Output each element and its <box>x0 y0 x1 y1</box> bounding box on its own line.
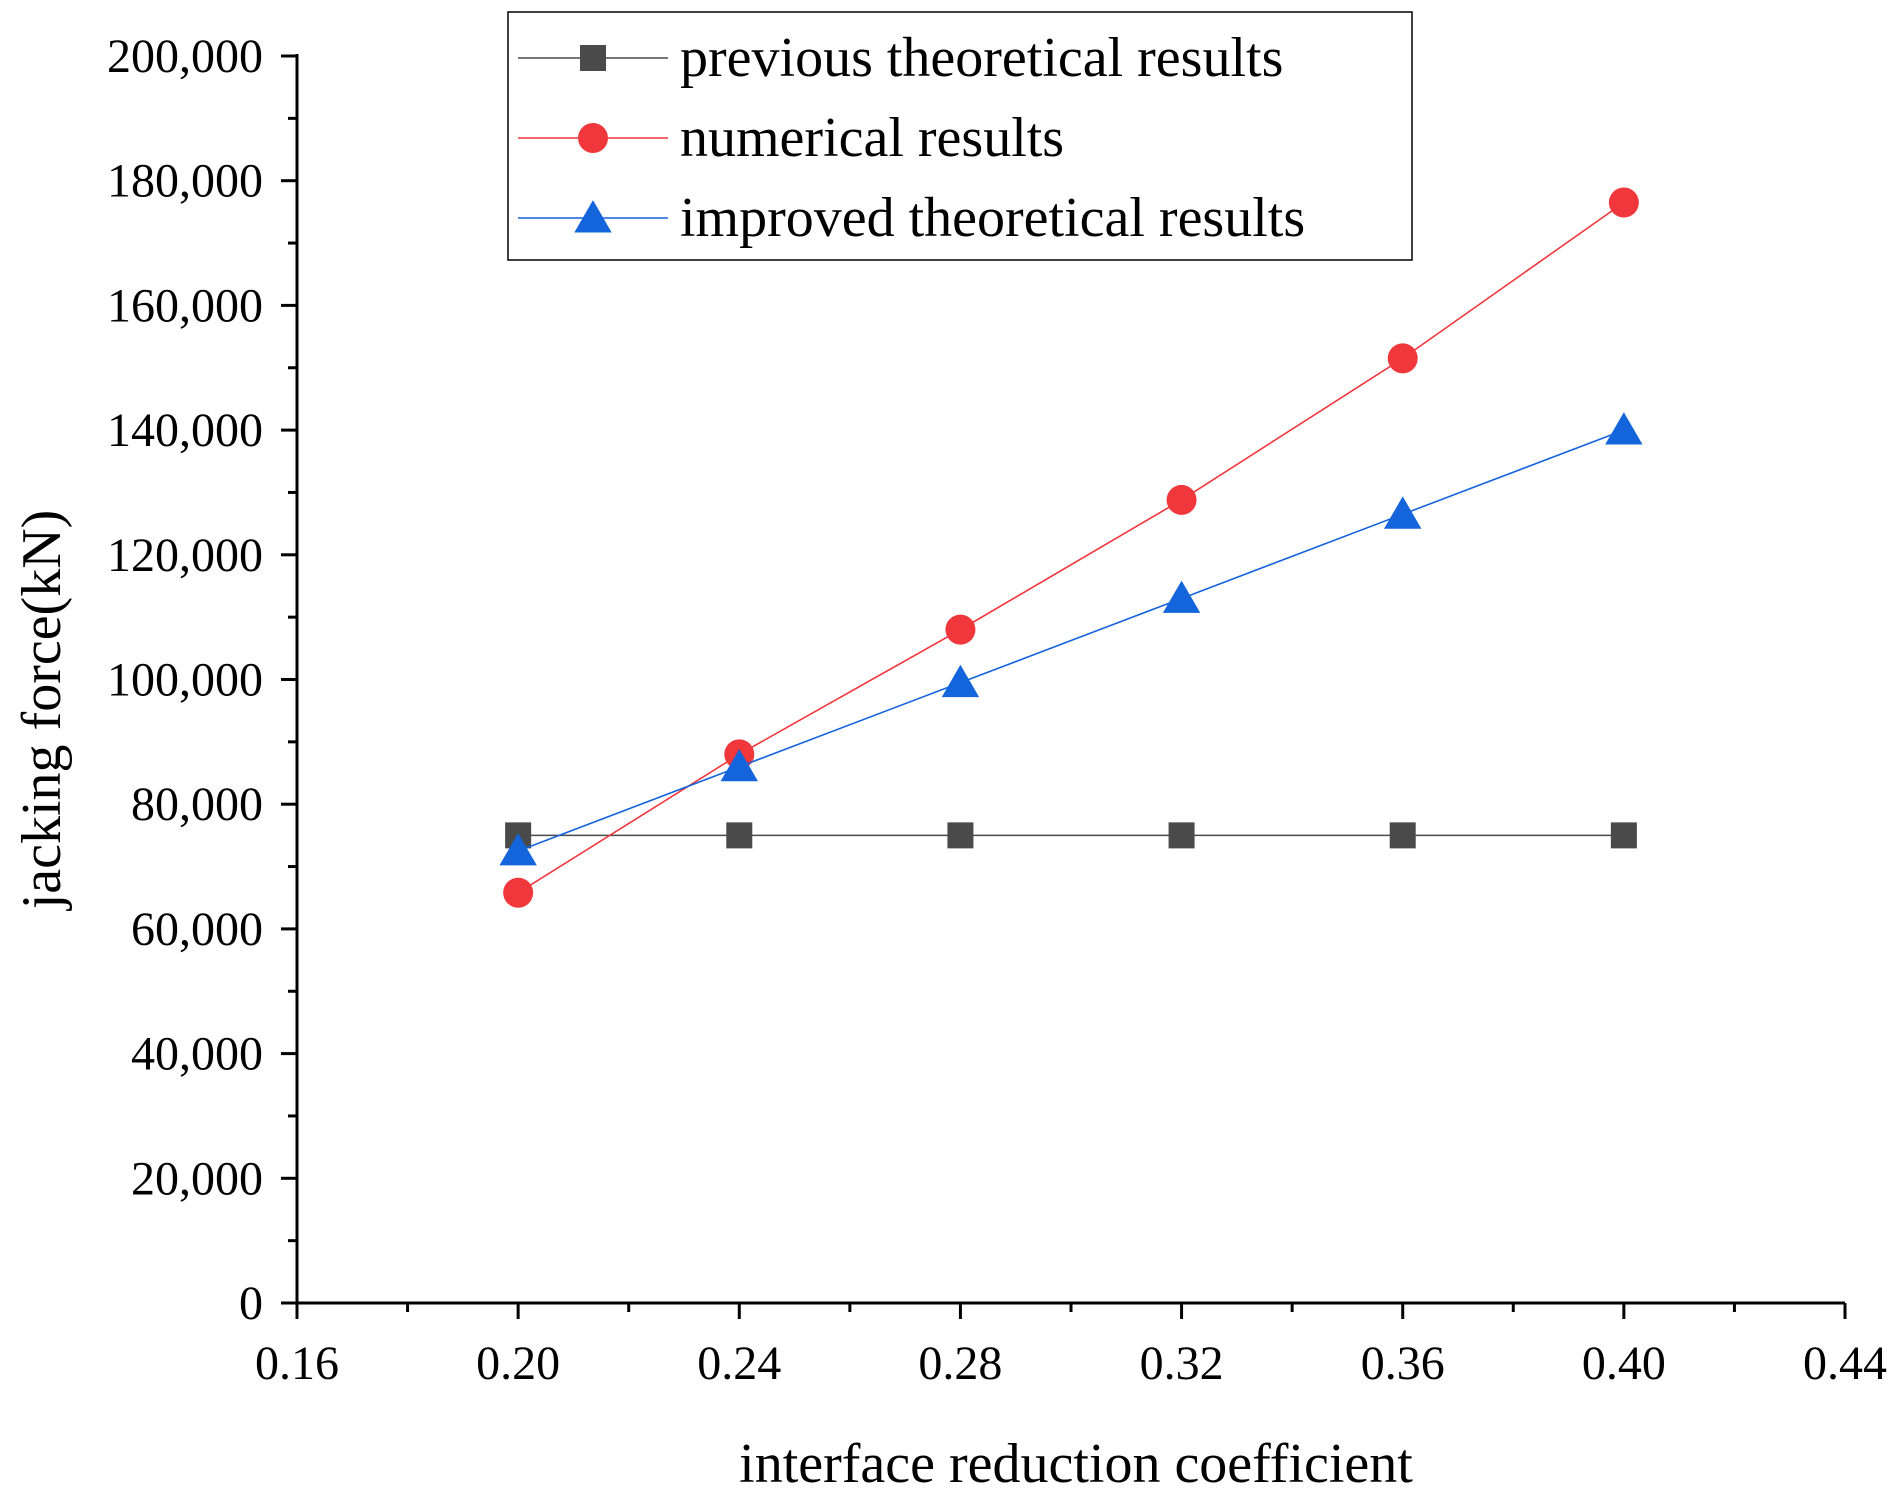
data-point-square <box>1389 822 1416 849</box>
series-0 <box>505 822 1637 849</box>
legend-label: numerical results <box>680 107 1064 169</box>
data-point-triangle <box>1162 580 1201 613</box>
series-line <box>517 201 1625 894</box>
legend-marker <box>578 123 608 153</box>
data-point-triangle <box>1605 412 1643 445</box>
data-point-circle <box>503 877 534 908</box>
x-tick-label: 0.32 <box>1140 1337 1224 1390</box>
data-point-triangle <box>720 748 758 782</box>
data-point-circle <box>945 614 976 645</box>
y-tick-label: 0 <box>239 1277 263 1330</box>
y-tick-label: 40,000 <box>131 1028 263 1081</box>
data-point-triangle <box>941 664 980 698</box>
legend-label: previous theoretical results <box>680 27 1283 89</box>
legend-marker <box>574 200 612 233</box>
data-point-square <box>726 822 753 849</box>
x-tick-label: 0.28 <box>918 1337 1002 1390</box>
series-line <box>517 429 1625 852</box>
x-axis-title: interface reduction coefficient <box>739 1433 1413 1495</box>
data-point-circle <box>1608 187 1639 218</box>
data-point-triangle <box>499 833 537 866</box>
y-tick-label: 60,000 <box>131 903 263 956</box>
data-point-square <box>1168 822 1195 849</box>
x-tick-label: 0.24 <box>697 1337 781 1390</box>
y-tick-label: 180,000 <box>107 155 263 208</box>
legend-item: improved theoretical results <box>518 187 1305 249</box>
y-tick-label: 140,000 <box>107 404 263 457</box>
legend: previous theoretical results numerical re… <box>507 11 1413 261</box>
x-tick-label: 0.44 <box>1803 1337 1887 1390</box>
y-tick-label: 160,000 <box>107 279 263 332</box>
x-tick-label: 0.36 <box>1361 1337 1445 1390</box>
x-tick-label: 0.20 <box>476 1337 560 1390</box>
x-tick-label: 0.16 <box>255 1337 339 1390</box>
data-point-square <box>947 822 974 849</box>
y-tick-label: 100,000 <box>107 654 263 707</box>
legend-label: improved theoretical results <box>680 187 1305 249</box>
legend-marker <box>580 45 606 71</box>
data-point-circle <box>1166 484 1197 515</box>
y-axis-title: jacking force(kN) <box>11 510 73 912</box>
y-tick-label: 120,000 <box>107 529 263 582</box>
y-tick-label: 200,000 <box>107 30 263 83</box>
y-tick-label: 80,000 <box>131 778 263 831</box>
legend-item: previous theoretical results <box>518 27 1283 89</box>
x-tick-label: 0.40 <box>1582 1337 1666 1390</box>
data-point-triangle <box>1384 496 1422 529</box>
series-1 <box>503 187 1639 908</box>
series-2 <box>499 412 1643 866</box>
plot-series <box>499 187 1643 908</box>
data-point-square <box>1610 822 1637 849</box>
axes: 0 20,000 40,000 60,000 80,000 100,000 120,000 1… <box>107 30 1887 1390</box>
y-tick-label: 20,000 <box>131 1152 263 1205</box>
data-point-circle <box>1387 343 1418 374</box>
legend-item: numerical results <box>518 107 1064 169</box>
